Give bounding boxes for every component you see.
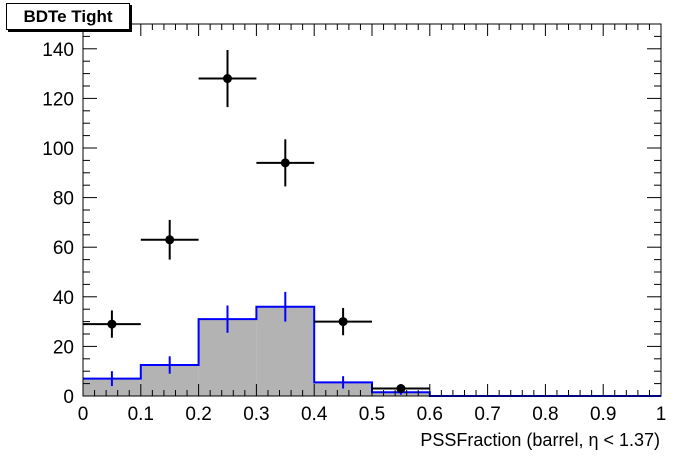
x-tick-label: 0 bbox=[78, 404, 89, 425]
data-point bbox=[338, 317, 348, 327]
y-tick-label: 80 bbox=[53, 189, 74, 210]
axis-ticks bbox=[82, 23, 662, 397]
data-point bbox=[223, 74, 232, 84]
x-tick-label: 0.5 bbox=[359, 404, 385, 425]
y-tick-label: 120 bbox=[42, 89, 74, 110]
data-point bbox=[280, 158, 290, 168]
x-tick-label: 0.9 bbox=[590, 404, 616, 425]
x-tick-label: 0.6 bbox=[417, 404, 443, 425]
data-points-layer bbox=[83, 50, 430, 394]
y-tick-label: 100 bbox=[42, 139, 74, 160]
x-tick-label: 0.7 bbox=[474, 404, 500, 425]
y-tick-label: 0 bbox=[63, 387, 74, 408]
chart-title: BDTe Tight bbox=[6, 3, 130, 30]
y-tick-label: 20 bbox=[53, 337, 74, 358]
data-point bbox=[107, 319, 117, 329]
x-tick-label: 0.3 bbox=[243, 404, 269, 425]
x-tick-label: 0.8 bbox=[532, 404, 558, 425]
x-tick-label: 0.4 bbox=[301, 404, 328, 425]
data-point bbox=[165, 235, 175, 245]
x-tick-label: 0.1 bbox=[128, 404, 154, 425]
histogram-layer bbox=[83, 291, 661, 397]
axis-tick-labels: 0 0.1 0.2 0.3 0.4 0.5 0.6 0.7 0.8 0.9 1 0 20 40 60 80 10… bbox=[42, 40, 666, 425]
y-tick-label: 40 bbox=[53, 288, 74, 309]
histogram-bar bbox=[314, 382, 372, 396]
y-tick-label: 140 bbox=[42, 40, 74, 61]
y-tick-label: 60 bbox=[53, 238, 74, 259]
x-tick-label: 0.2 bbox=[185, 404, 211, 425]
plot-frame bbox=[82, 23, 662, 397]
data-point bbox=[396, 384, 406, 394]
x-tick-label: 1 bbox=[656, 404, 667, 425]
x-axis-label: PSSFraction (barrel, η < 1.37) bbox=[420, 430, 660, 450]
histogram-bar bbox=[83, 378, 141, 396]
